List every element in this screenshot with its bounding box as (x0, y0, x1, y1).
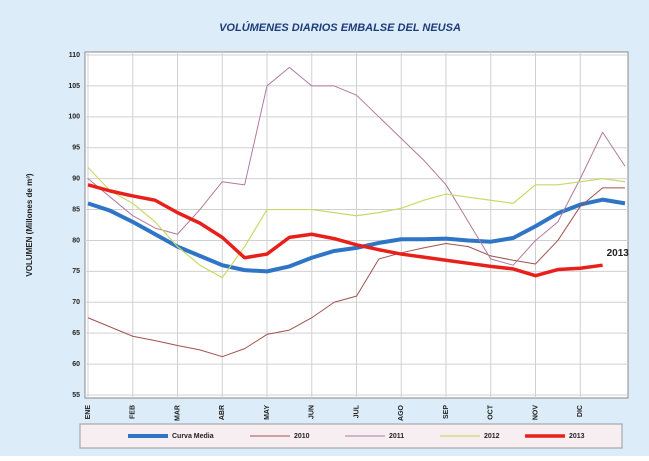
x-tick-label: DIC (577, 405, 584, 417)
x-tick-label: AGO (398, 404, 405, 421)
y-axis-label: VOLUMEN (Millones de m³) (25, 173, 34, 276)
x-tick-label: FEB (130, 405, 137, 419)
y-tick-label: 110 (69, 52, 80, 59)
y-tick-label: 65 (72, 330, 80, 337)
y-tick-label: 90 (72, 175, 80, 182)
x-tick-label: MAY (264, 405, 271, 420)
legend-label: 2011 (389, 433, 404, 440)
legend-label: 2013 (569, 433, 585, 440)
x-tick-label: SEP (443, 405, 450, 419)
series-line (87, 66, 626, 266)
y-tick-label: 100 (68, 114, 80, 121)
annotation: 2013 (607, 248, 630, 259)
x-tick-label: NOV (532, 405, 539, 421)
y-tick-label: 60 (72, 361, 80, 368)
y-tick-label: 85 (72, 206, 80, 213)
y-tick-label: 70 (72, 299, 80, 306)
y-tick-label: 95 (72, 145, 80, 152)
series-line (87, 167, 626, 279)
x-tick-label: MAR (174, 405, 181, 421)
chart-title: VOLÚMENES DIARIOS EMBALSE DEL NEUSA (219, 21, 461, 34)
y-tick-label: 75 (72, 268, 80, 275)
legend-label: 2012 (484, 433, 500, 440)
x-tick-label: ENE (85, 405, 92, 420)
y-tick-label: 80 (72, 237, 80, 244)
x-tick-label: ABR (219, 405, 226, 420)
x-tick-label: OCT (488, 404, 495, 420)
y-tick-label: 105 (68, 83, 80, 90)
series-line (87, 183, 603, 278)
x-tick-label: JUN (309, 405, 316, 419)
legend-label: 2010 (294, 433, 310, 440)
legend-label: Curva Media (172, 433, 214, 440)
y-tick-label: 55 (72, 392, 80, 399)
x-tick-label: JUL (353, 404, 360, 418)
series-line (87, 187, 625, 358)
